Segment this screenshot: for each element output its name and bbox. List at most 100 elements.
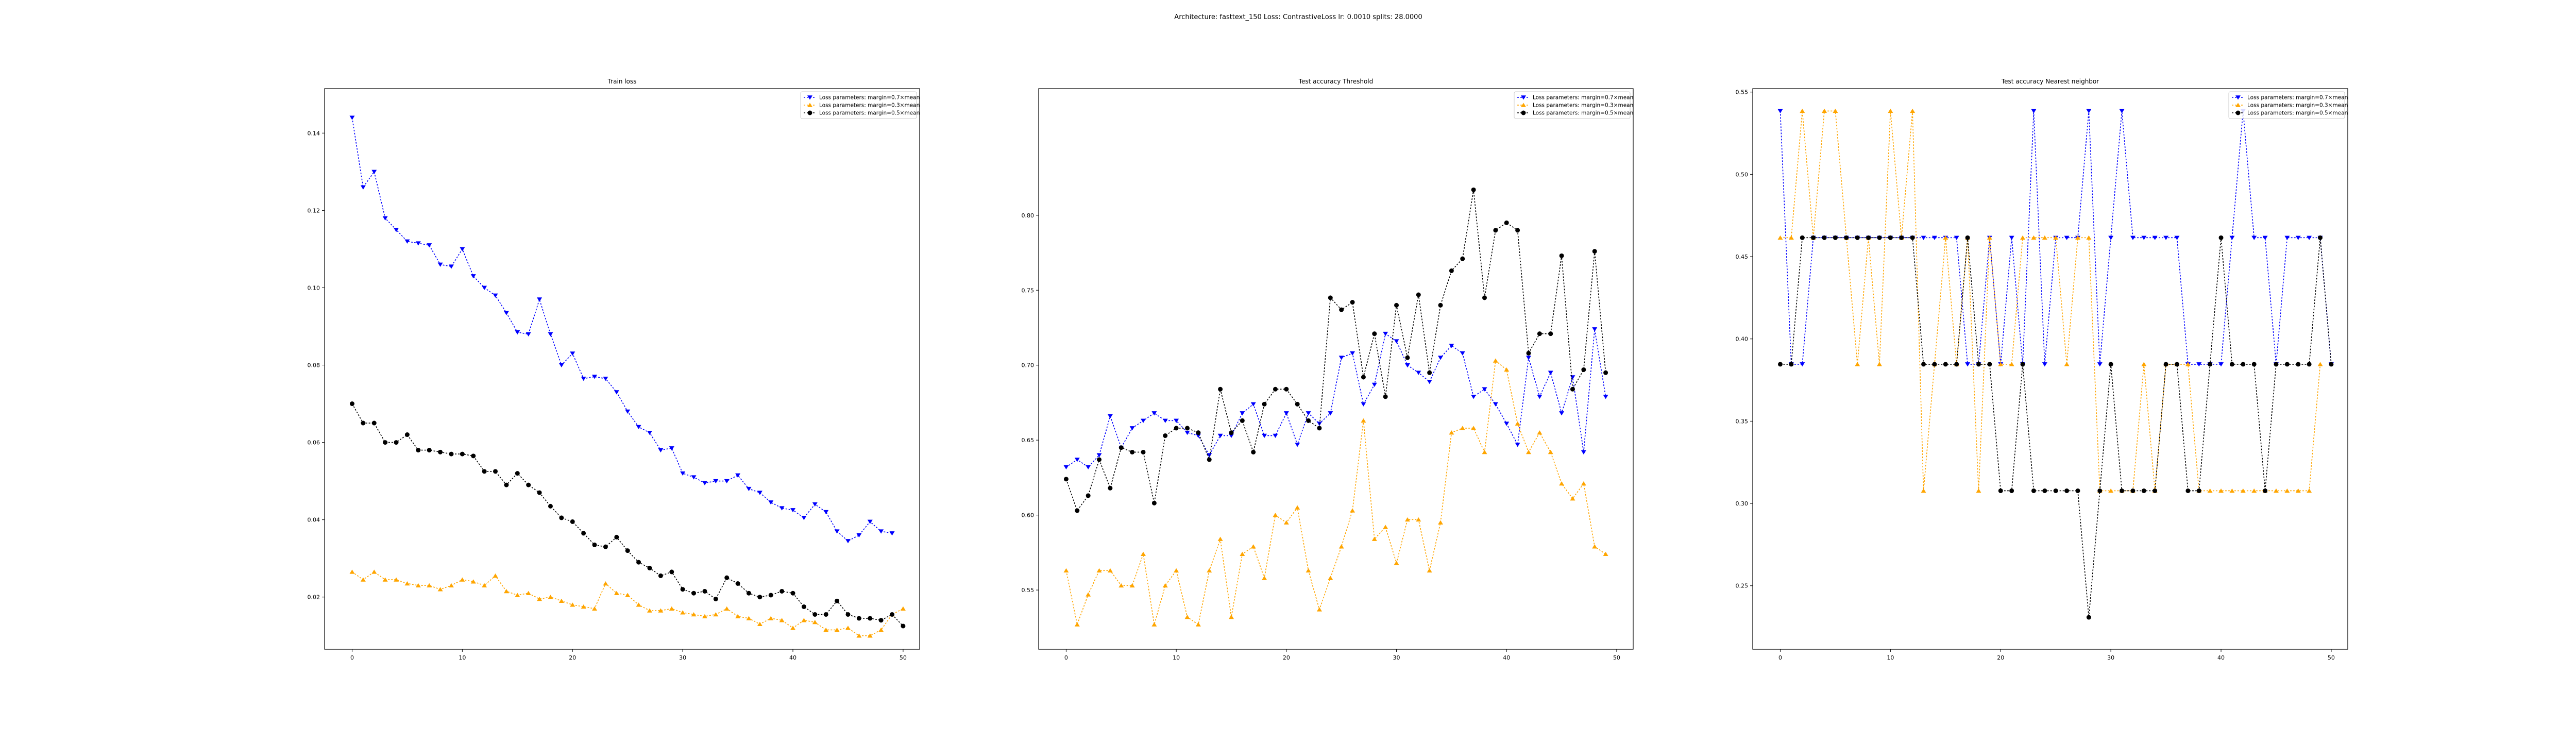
legend-marker — [2235, 103, 2241, 107]
data-point — [1592, 544, 1598, 549]
data-point — [2208, 362, 2213, 367]
data-point — [702, 481, 707, 485]
data-point — [1931, 235, 1937, 240]
legend: Loss parameters: margin=0.7×mean Loss par… — [800, 91, 920, 119]
data-point — [867, 519, 873, 524]
data-point — [2075, 235, 2080, 240]
series-line-2 — [1063, 358, 1608, 627]
data-point — [1416, 292, 1421, 297]
data-point — [471, 453, 476, 459]
data-point — [713, 612, 719, 617]
plot-area-frame — [1752, 88, 2348, 650]
data-point — [812, 619, 818, 625]
data-point — [427, 583, 432, 587]
data-point — [2141, 362, 2147, 366]
data-point — [691, 612, 697, 617]
data-point — [460, 577, 465, 582]
data-point — [1350, 508, 1355, 513]
data-point — [1515, 421, 1520, 426]
data-point — [2284, 235, 2290, 240]
data-point — [2108, 488, 2114, 493]
legend-marker — [2235, 95, 2241, 100]
legend-label: Loss parameters: margin=0.5×mean — [2247, 110, 2348, 116]
data-point — [360, 577, 366, 582]
data-point — [900, 606, 906, 611]
data-point — [1427, 370, 1432, 375]
legend-item-3: Loss parameters: margin=0.5×mean — [2232, 110, 2348, 116]
data-point — [1141, 551, 1146, 556]
data-point — [504, 482, 509, 487]
data-point — [2086, 615, 2091, 620]
data-point — [1075, 508, 1080, 513]
data-point — [1537, 395, 1543, 399]
data-point — [1603, 370, 1608, 375]
data-point — [1405, 355, 1410, 360]
data-point — [1086, 592, 1091, 597]
data-point — [779, 506, 785, 511]
data-point — [2307, 235, 2312, 240]
data-point — [835, 598, 840, 603]
data-point — [790, 508, 796, 513]
data-point — [1151, 500, 1157, 505]
data-point — [526, 482, 531, 487]
data-point — [415, 583, 421, 587]
data-point — [1350, 351, 1355, 356]
data-point — [669, 606, 674, 611]
legend-label: Loss parameters: margin=0.5×mean — [819, 110, 920, 116]
x-tick-label: 50 — [900, 654, 907, 661]
data-point — [1449, 344, 1454, 348]
data-point — [1493, 358, 1498, 363]
data-point — [2196, 488, 2201, 493]
data-point — [1284, 386, 1289, 392]
x-tick-label: 20 — [1997, 654, 2004, 661]
legend-marker — [2235, 110, 2241, 115]
data-point — [1460, 256, 1465, 261]
data-point — [702, 588, 707, 594]
data-point — [1394, 302, 1399, 308]
legend-marker — [807, 95, 812, 100]
data-point — [1074, 622, 1080, 627]
data-point — [2207, 488, 2213, 493]
data-point — [1548, 370, 1553, 375]
data-point — [1471, 395, 1477, 399]
data-point — [1250, 544, 1256, 549]
data-point — [878, 627, 884, 632]
data-point — [493, 573, 498, 578]
data-point — [845, 539, 851, 544]
data-point — [834, 627, 840, 632]
series-line-3 — [1063, 187, 1608, 513]
data-point — [1383, 331, 1388, 336]
data-point — [647, 608, 652, 613]
data-point — [1460, 426, 1465, 430]
chart-title: Test accuracy Threshold — [1298, 78, 1374, 85]
data-point — [1228, 433, 1234, 438]
data-point — [2185, 362, 2191, 366]
data-point — [1338, 544, 1344, 549]
data-point — [1195, 622, 1201, 627]
data-point — [1921, 362, 1926, 367]
data-point — [449, 451, 454, 457]
y-tick-label: 0.55 — [1736, 89, 1749, 96]
data-point — [1086, 493, 1091, 498]
data-point — [1537, 331, 1542, 336]
y-tick-label: 0.80 — [1022, 212, 1035, 219]
data-point — [2284, 488, 2290, 493]
data-point — [1185, 426, 1190, 431]
data-point — [2009, 488, 2014, 493]
data-point — [470, 274, 476, 279]
series-path — [351, 117, 892, 542]
data-point — [1162, 583, 1168, 588]
data-point — [867, 633, 873, 638]
data-point — [1581, 367, 1586, 372]
data-point — [2152, 235, 2158, 240]
data-point — [1987, 362, 1992, 367]
data-point — [1965, 235, 1970, 240]
data-point — [669, 569, 674, 575]
y-tick-label: 0.65 — [1022, 437, 1035, 444]
data-point — [383, 440, 388, 445]
data-point — [2174, 362, 2179, 367]
data-point — [1295, 401, 1300, 407]
data-point — [415, 241, 421, 246]
data-point — [1273, 386, 1278, 392]
data-point — [1416, 517, 1421, 522]
